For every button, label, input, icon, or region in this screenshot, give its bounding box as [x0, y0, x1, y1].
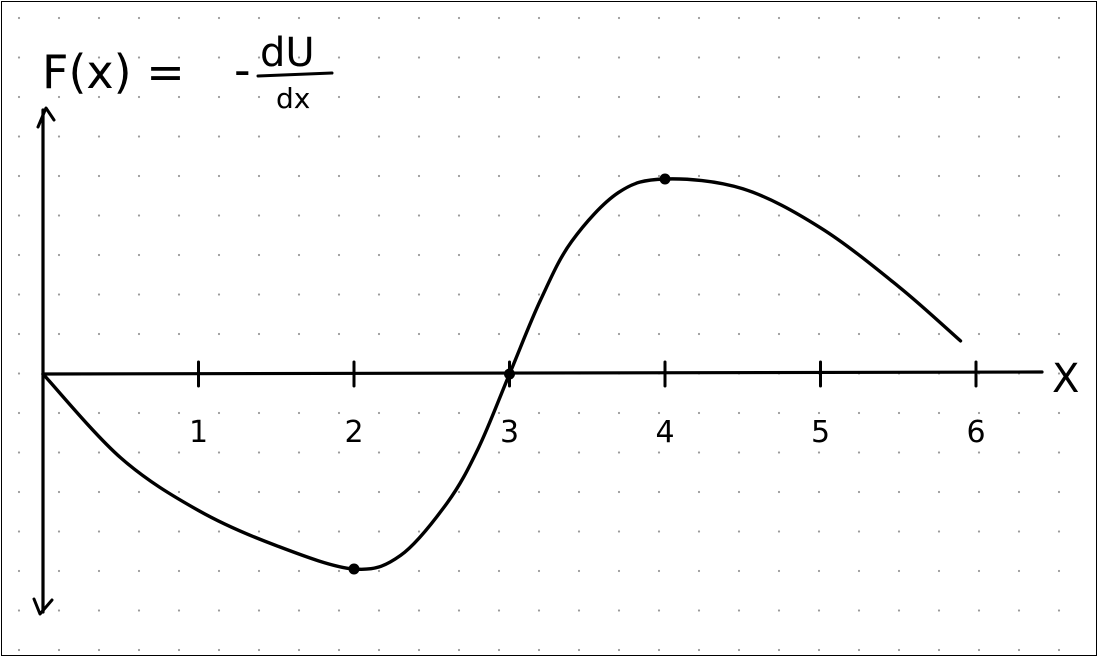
- title-numerator: dU: [260, 30, 315, 76]
- y-axis-arrow-up: [36, 106, 56, 129]
- x-tick-label-3: 3: [500, 415, 519, 450]
- x-tick-label-4: 4: [655, 415, 674, 450]
- marked-point-2: [504, 368, 515, 380]
- x-axis-label: X: [1052, 356, 1079, 402]
- marked-points: [348, 173, 671, 575]
- x-axis: [41, 370, 1044, 376]
- axes: [32, 106, 1044, 616]
- marked-point-1: [348, 563, 360, 575]
- x-tick-label-5: 5: [811, 415, 830, 450]
- title-lhs: F(x) =: [42, 45, 185, 99]
- marked-point-3: [659, 173, 671, 185]
- x-ticks: 1 2 3 4 5 6: [189, 360, 986, 450]
- x-tick-label-6: 6: [966, 415, 985, 450]
- x-tick-label-1: 1: [189, 415, 208, 450]
- x-tick-label-2: 2: [344, 415, 363, 450]
- title-minus: -: [234, 43, 251, 97]
- title-denominator: dx: [276, 82, 310, 115]
- chart-title: F(x) = - dU dx: [42, 30, 334, 115]
- title-fraction-bar: [256, 71, 334, 78]
- y-axis-arrow-down: [32, 597, 54, 616]
